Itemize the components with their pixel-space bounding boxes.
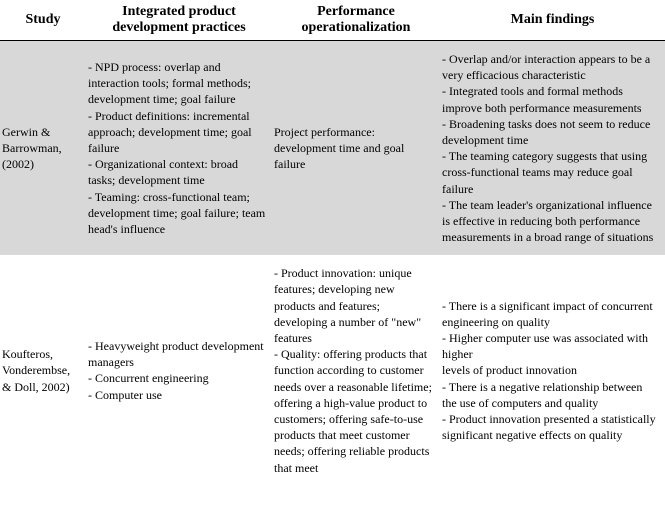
table-row: Koufteros, Vonderembse, & Doll, 2002) - …	[0, 255, 665, 485]
cell-text: - NPD process: overlap and interaction t…	[88, 59, 266, 237]
cell-text: Project performance: development time an…	[274, 124, 434, 173]
cell-findings: - Overlap and/or interaction appears to …	[440, 41, 665, 256]
cell-text: Gerwin & Barrowman, (2002)	[2, 124, 80, 173]
cell-text: - Heavyweight product development manage…	[88, 338, 266, 403]
cell-performance: - Product innovation: unique features; d…	[272, 255, 440, 485]
col-header-practices: Integrated product development practices	[86, 0, 272, 41]
cell-findings: - There is a significant impact of concu…	[440, 255, 665, 485]
cell-practices: - NPD process: overlap and interaction t…	[86, 41, 272, 256]
table-header-row: Study Integrated product development pra…	[0, 0, 665, 41]
cell-text: - Product innovation: unique features; d…	[274, 265, 434, 475]
cell-text: Koufteros, Vonderembse, & Doll, 2002)	[2, 346, 80, 395]
literature-table: Study Integrated product development pra…	[0, 0, 665, 486]
cell-text: - There is a significant impact of concu…	[442, 298, 659, 444]
cell-study: Gerwin & Barrowman, (2002)	[0, 41, 86, 256]
cell-text: - Overlap and/or interaction appears to …	[442, 51, 659, 245]
cell-performance: Project performance: development time an…	[272, 41, 440, 256]
cell-practices: - Heavyweight product development manage…	[86, 255, 272, 485]
col-header-study: Study	[0, 0, 86, 41]
col-header-performance: Performance operationalization	[272, 0, 440, 41]
table-row: Gerwin & Barrowman, (2002) - NPD process…	[0, 41, 665, 256]
col-header-findings: Main findings	[440, 0, 665, 41]
cell-study: Koufteros, Vonderembse, & Doll, 2002)	[0, 255, 86, 485]
